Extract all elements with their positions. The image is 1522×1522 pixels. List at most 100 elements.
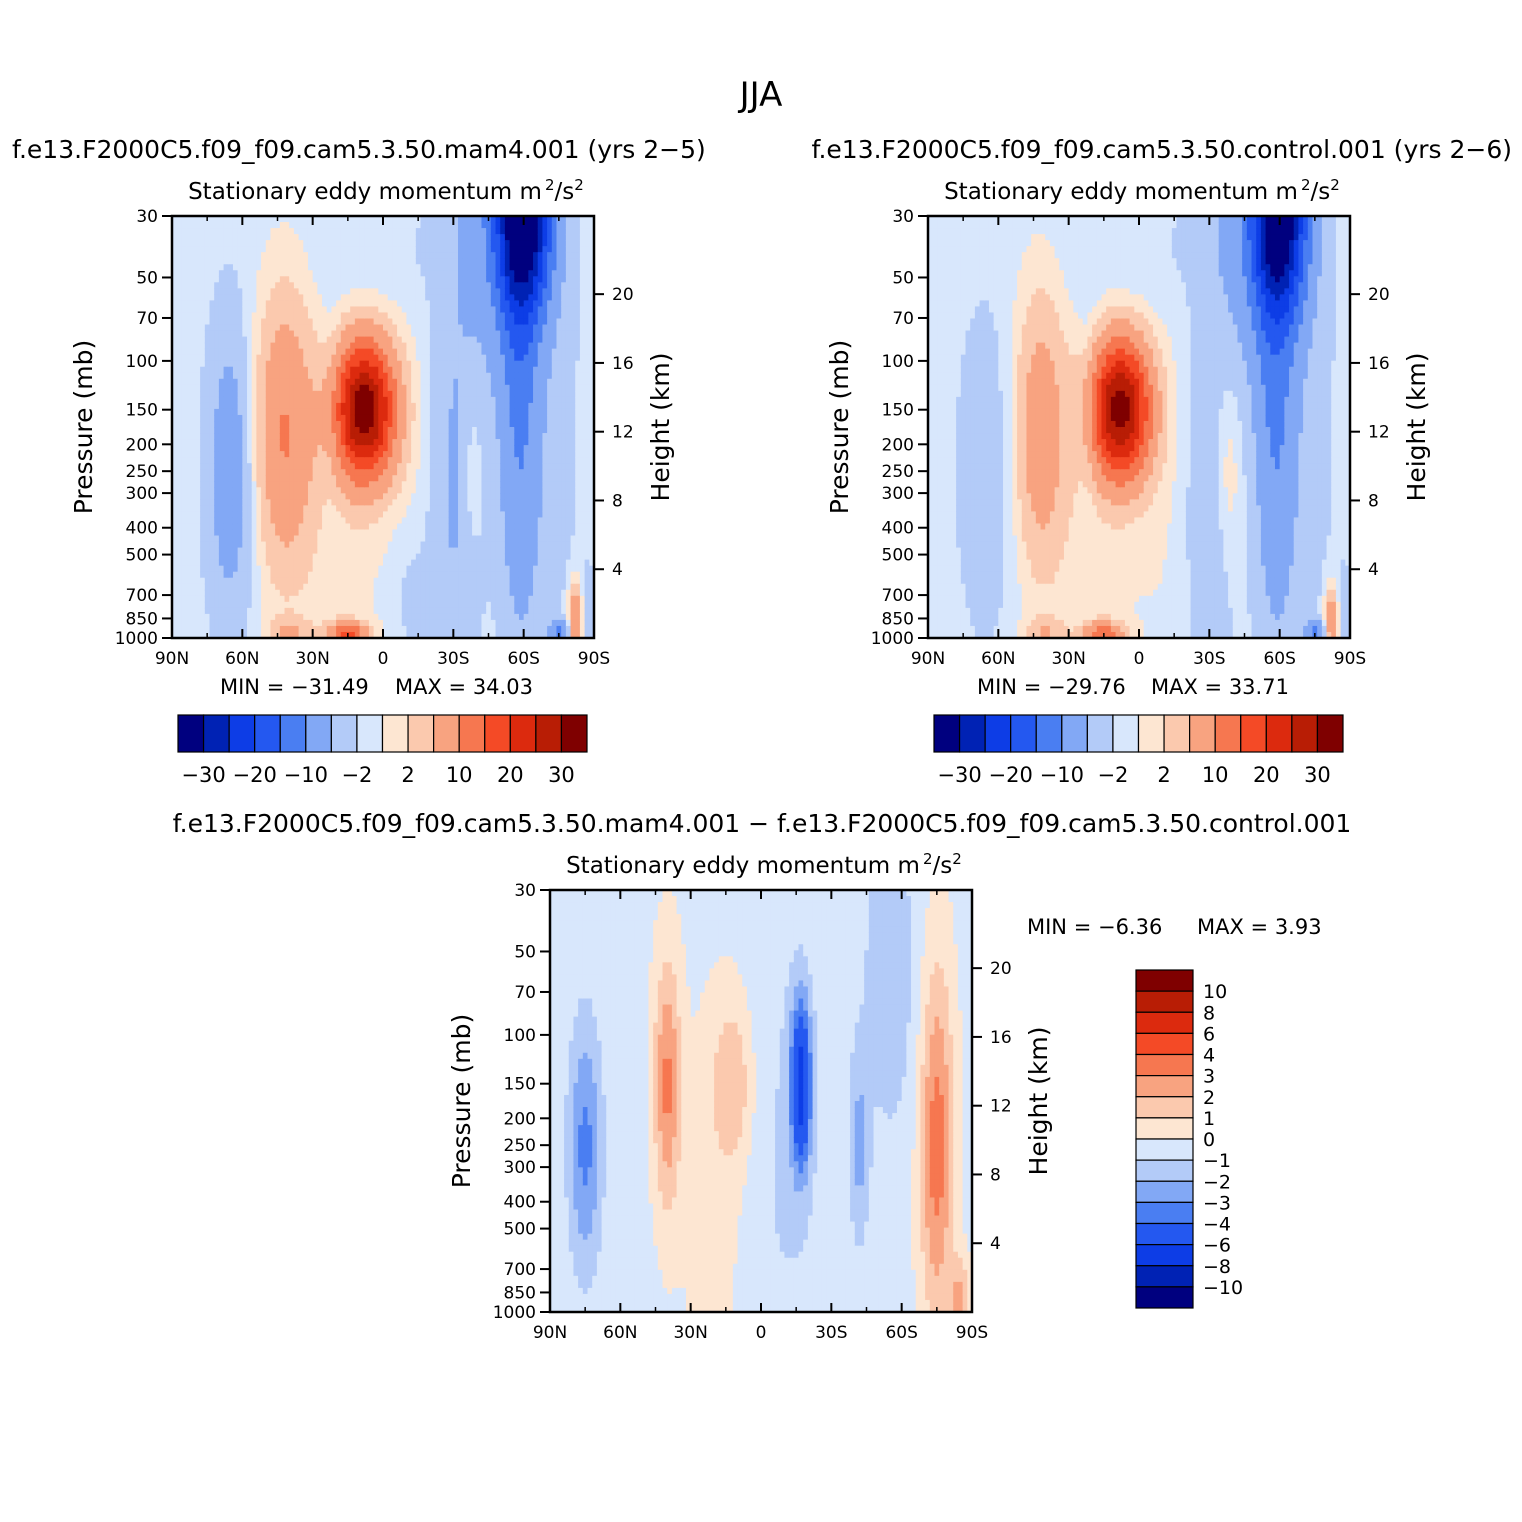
heatmap-cell bbox=[383, 445, 388, 452]
heatmap-cell bbox=[224, 246, 229, 253]
heatmap-cell bbox=[453, 234, 458, 241]
heatmap-cell bbox=[322, 373, 327, 380]
heatmap-cell bbox=[453, 560, 458, 567]
heatmap-cell bbox=[177, 294, 182, 301]
heatmap-cell bbox=[481, 499, 486, 506]
heatmap-cell bbox=[256, 475, 261, 482]
heatmap-cell bbox=[467, 584, 472, 591]
heatmap-cell bbox=[486, 403, 491, 410]
heatmap-cell bbox=[317, 445, 322, 452]
heatmap-cell bbox=[463, 258, 468, 265]
heatmap-cell bbox=[383, 457, 388, 464]
heatmap-cell bbox=[289, 542, 294, 549]
heatmap-cell bbox=[214, 572, 219, 579]
heatmap-cell bbox=[252, 566, 257, 573]
heatmap-cell bbox=[327, 505, 332, 512]
heatmap-cell bbox=[439, 457, 444, 464]
heatmap-cell bbox=[195, 626, 200, 633]
heatmap-cell bbox=[331, 379, 336, 386]
heatmap-cell bbox=[491, 560, 496, 567]
heatmap-cell bbox=[500, 282, 505, 289]
heatmap-cell bbox=[486, 548, 491, 555]
heatmap-cell bbox=[275, 325, 280, 332]
heatmap-cell bbox=[191, 294, 196, 301]
heatmap-cell bbox=[374, 475, 379, 482]
heatmap-cell bbox=[219, 228, 224, 235]
heatmap-cell bbox=[425, 391, 430, 398]
heatmap-cell bbox=[491, 228, 496, 235]
heatmap-cell bbox=[233, 312, 238, 319]
heatmap-cell bbox=[383, 542, 388, 549]
heatmap-cell bbox=[252, 590, 257, 597]
heatmap-cell bbox=[242, 463, 247, 470]
heatmap-cell bbox=[439, 391, 444, 398]
heatmap-cell bbox=[200, 536, 205, 543]
heatmap-cell bbox=[388, 264, 393, 271]
heatmap-cell bbox=[181, 614, 186, 621]
heatmap-cell bbox=[411, 373, 416, 380]
heatmap-cell bbox=[233, 403, 238, 410]
heatmap-cell bbox=[214, 240, 219, 247]
heatmap-cell bbox=[486, 481, 491, 488]
heatmap-cell bbox=[392, 523, 397, 530]
heatmap-cell bbox=[350, 493, 355, 500]
heatmap-cell bbox=[294, 234, 299, 241]
heatmap-cell bbox=[496, 463, 501, 470]
heatmap-cell bbox=[186, 312, 191, 319]
heatmap-cell bbox=[402, 240, 407, 247]
heatmap-cell bbox=[280, 228, 285, 235]
heatmap-cell bbox=[505, 240, 510, 247]
heatmap-cell bbox=[299, 614, 304, 621]
heatmap-cell bbox=[299, 222, 304, 229]
heatmap-cell bbox=[397, 457, 402, 464]
heatmap-cell bbox=[191, 439, 196, 446]
heatmap-cell bbox=[294, 523, 299, 530]
heatmap-cell bbox=[317, 596, 322, 603]
heatmap-cell bbox=[336, 403, 341, 410]
heatmap-cell bbox=[191, 451, 196, 458]
heatmap-cell bbox=[481, 511, 486, 518]
heatmap-cell bbox=[374, 349, 379, 356]
heatmap-cell bbox=[435, 457, 440, 464]
heatmap-cell bbox=[308, 542, 313, 549]
heatmap-cell bbox=[369, 276, 374, 283]
heatmap-cell bbox=[350, 511, 355, 518]
heatmap-cell bbox=[242, 475, 247, 482]
heatmap-cell bbox=[477, 427, 482, 434]
heatmap-cell bbox=[200, 554, 205, 561]
heatmap-cell bbox=[453, 529, 458, 536]
heatmap-cell bbox=[378, 343, 383, 350]
heatmap-cell bbox=[186, 294, 191, 301]
heatmap-cell bbox=[421, 517, 426, 524]
heatmap-cell bbox=[472, 318, 477, 325]
heatmap-cell bbox=[219, 626, 224, 633]
heatmap-cell bbox=[388, 620, 393, 627]
heatmap-cell bbox=[472, 379, 477, 386]
heatmap-cell bbox=[360, 536, 365, 543]
heatmap-cell bbox=[256, 325, 261, 332]
heatmap-cell bbox=[186, 578, 191, 585]
heatmap-cell bbox=[463, 523, 468, 530]
heatmap-cell bbox=[406, 240, 411, 247]
heatmap-cell bbox=[392, 469, 397, 476]
heatmap-cell bbox=[285, 584, 290, 591]
heatmap-cell bbox=[406, 264, 411, 271]
heatmap-cell bbox=[313, 445, 318, 452]
heatmap-cell bbox=[205, 614, 210, 621]
heatmap-cell bbox=[430, 258, 435, 265]
heatmap-cell bbox=[200, 584, 205, 591]
heatmap-cell bbox=[360, 415, 365, 422]
heatmap-cell bbox=[294, 294, 299, 301]
heatmap-cell bbox=[299, 421, 304, 428]
heatmap-cell bbox=[392, 409, 397, 416]
heatmap-cell bbox=[195, 463, 200, 470]
heatmap-cell bbox=[406, 318, 411, 325]
heatmap-cell bbox=[458, 457, 463, 464]
heatmap-cell bbox=[458, 511, 463, 518]
heatmap-cell bbox=[233, 614, 238, 621]
heatmap-cell bbox=[369, 258, 374, 265]
heatmap-cell bbox=[388, 288, 393, 295]
heatmap-cell bbox=[327, 536, 332, 543]
heatmap-cell bbox=[219, 294, 224, 301]
heatmap-cell bbox=[275, 246, 280, 253]
